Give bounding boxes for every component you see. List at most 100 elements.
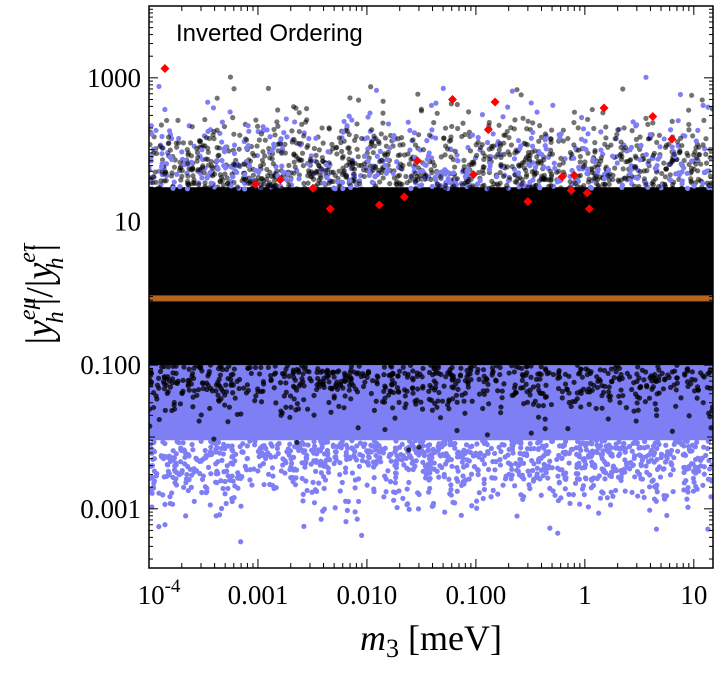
black-point	[442, 125, 449, 131]
blue-point	[646, 452, 652, 458]
black-point	[506, 370, 512, 376]
black-point	[296, 172, 302, 178]
black-point	[610, 172, 616, 178]
black-point	[201, 170, 207, 176]
black-point	[336, 168, 342, 174]
y-tick-label: 1000	[87, 63, 141, 93]
blue-point	[601, 459, 608, 465]
black-point	[191, 375, 197, 382]
blue-point	[311, 450, 317, 456]
black-point	[629, 128, 635, 134]
blue-point	[332, 186, 338, 192]
black-point	[185, 173, 191, 179]
blue-point	[684, 496, 690, 502]
blue-point	[491, 450, 498, 457]
blue-point	[429, 183, 435, 190]
black-point	[608, 142, 614, 148]
blue-point	[639, 457, 645, 463]
black-point	[577, 153, 583, 160]
blue-point	[671, 454, 677, 461]
black-point	[497, 364, 503, 371]
black-point	[342, 372, 348, 378]
black-point	[484, 432, 490, 438]
black-point	[550, 371, 556, 378]
blue-point	[580, 483, 587, 489]
black-point	[202, 180, 208, 186]
blue-point	[514, 467, 520, 473]
blue-point	[299, 475, 305, 482]
blue-point	[550, 488, 556, 494]
black-point	[600, 389, 607, 396]
black-point	[193, 363, 199, 369]
black-point	[225, 181, 231, 187]
blue-point	[521, 476, 527, 482]
black-point	[415, 386, 421, 392]
black-point	[678, 395, 684, 401]
black-point	[409, 385, 416, 391]
black-point	[508, 142, 515, 148]
red-diamond-point	[584, 204, 594, 214]
blue-point	[706, 457, 712, 464]
blue-point	[446, 476, 452, 482]
black-point	[328, 179, 334, 185]
blue-point	[653, 526, 660, 532]
black-point	[615, 177, 621, 183]
black-point	[612, 136, 618, 142]
black-point	[502, 185, 509, 192]
blue-point	[557, 135, 563, 141]
black-point	[460, 120, 466, 126]
black-point	[205, 156, 211, 162]
blue-point	[156, 524, 162, 530]
blue-point	[562, 156, 568, 162]
blue-point	[181, 484, 187, 490]
black-point	[599, 405, 605, 411]
blue-point	[442, 509, 448, 515]
blue-point	[500, 482, 506, 488]
blue-point	[670, 467, 676, 473]
black-point	[368, 84, 374, 90]
black-point	[217, 172, 223, 178]
black-point	[669, 186, 675, 192]
blue-point	[554, 456, 560, 463]
black-point	[164, 117, 170, 124]
black-point	[618, 144, 624, 151]
black-point	[154, 396, 160, 402]
black-point	[340, 153, 346, 160]
blue-point	[433, 100, 439, 106]
black-point	[669, 428, 675, 434]
blue-point	[551, 160, 557, 166]
blue-point	[388, 451, 394, 457]
black-point	[241, 161, 247, 167]
black-point	[167, 384, 174, 390]
black-point	[441, 383, 447, 389]
black-point	[543, 382, 549, 388]
black-point	[413, 185, 419, 192]
black-point	[525, 184, 531, 190]
blue-point	[559, 455, 565, 461]
black-point	[458, 365, 464, 371]
black-point	[291, 396, 297, 402]
blue-point	[372, 173, 378, 180]
blue-point	[477, 450, 483, 456]
blue-point	[167, 494, 173, 500]
blue-point	[387, 145, 393, 151]
blue-point	[150, 485, 157, 491]
black-point	[646, 158, 652, 164]
blue-point	[276, 440, 282, 447]
blue-point	[160, 455, 167, 462]
black-point	[319, 125, 325, 131]
black-point	[669, 369, 675, 375]
black-point	[686, 121, 692, 128]
blue-point	[429, 503, 435, 509]
black-point	[392, 415, 398, 421]
black-point	[150, 404, 157, 411]
black-point	[632, 164, 638, 170]
blue-point	[234, 474, 241, 481]
black-point	[337, 382, 344, 389]
black-point	[289, 128, 295, 134]
black-dense-band	[149, 187, 713, 366]
black-point	[207, 362, 214, 368]
blue-point	[247, 467, 253, 473]
blue-point	[655, 439, 661, 445]
